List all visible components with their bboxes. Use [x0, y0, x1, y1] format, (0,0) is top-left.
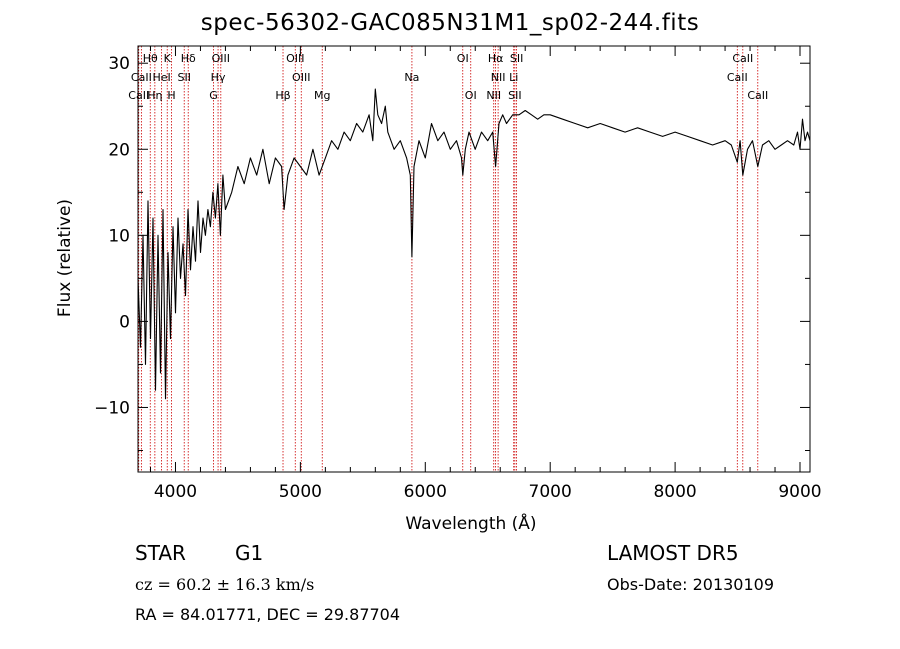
object-type: STAR	[135, 541, 186, 565]
redshift-cz: cz = 60.2 ± 16.3 km/s	[135, 575, 315, 594]
line-marker-label: G	[209, 89, 218, 102]
survey-name: LAMOST DR5	[607, 541, 739, 565]
plot-frame	[137, 45, 811, 473]
line-marker-label: SII	[177, 71, 190, 84]
line-marker-label: OIII	[292, 71, 310, 84]
x-tick-label: 6000	[404, 482, 447, 502]
object-subclass: G1	[235, 541, 264, 565]
line-markers	[138, 46, 759, 472]
y-axis-label: Flux (relative)	[55, 199, 75, 317]
spectrum-series	[137, 88, 811, 400]
line-marker-label: Hγ	[211, 71, 226, 84]
chart-title: spec-56302-GAC085N31M1_sp02-244.fits	[200, 10, 700, 36]
line-marker-label: OI	[457, 52, 469, 65]
line-marker-label: Li	[509, 71, 518, 84]
y-tick-label: 10	[108, 226, 130, 246]
line-marker-label: Hθ	[143, 52, 158, 65]
line-marker-label: Mg	[314, 89, 330, 102]
x-tick-label: 9000	[778, 482, 821, 502]
spectrum-line	[137, 88, 811, 400]
line-marker-label: NII	[486, 89, 501, 102]
x-tick-label: 8000	[653, 482, 696, 502]
x-axis: 4000 5000 6000 7000 8000 9000	[149, 46, 822, 502]
line-marker-label: SII	[508, 89, 521, 102]
x-axis-label: Wavelength (Å)	[405, 512, 536, 534]
line-marker-label: OIII	[286, 52, 304, 65]
line-marker-label: CaII	[128, 89, 149, 102]
line-marker-label: Hβ	[275, 89, 290, 102]
y-tick-label: 0	[119, 312, 130, 332]
line-marker-label: Hδ	[181, 52, 196, 65]
line-marker-label: SII	[510, 52, 523, 65]
line-marker-label: Hα	[488, 52, 504, 65]
line-marker-label: HeI	[152, 71, 170, 84]
line-marker-label: NII	[491, 71, 506, 84]
line-marker-label: CaII	[732, 52, 753, 65]
line-marker-label: K	[164, 52, 172, 65]
x-tick-label: 5000	[279, 482, 322, 502]
x-tick-label: 7000	[529, 482, 572, 502]
line-marker-label: CaII	[131, 71, 152, 84]
line-marker-label: H	[167, 89, 175, 102]
line-marker-label: CaII	[747, 89, 768, 102]
x-tick-label: 4000	[154, 482, 197, 502]
line-marker-label: OI	[465, 89, 477, 102]
line-marker-label: OIII	[212, 52, 230, 65]
y-tick-label: 30	[108, 54, 130, 74]
observation-date: Obs-Date: 20130109	[607, 575, 775, 594]
line-marker-label: Na	[404, 71, 419, 84]
ra-dec-coordinates: RA = 84.01771, DEC = 29.87704	[135, 605, 401, 624]
line-marker-label: Hη	[147, 89, 162, 102]
y-tick-label: 20	[108, 140, 130, 160]
y-axis: −10 0 10 20 30	[94, 54, 810, 451]
y-tick-label: −10	[94, 398, 130, 418]
line-marker-label: CaII	[727, 71, 748, 84]
